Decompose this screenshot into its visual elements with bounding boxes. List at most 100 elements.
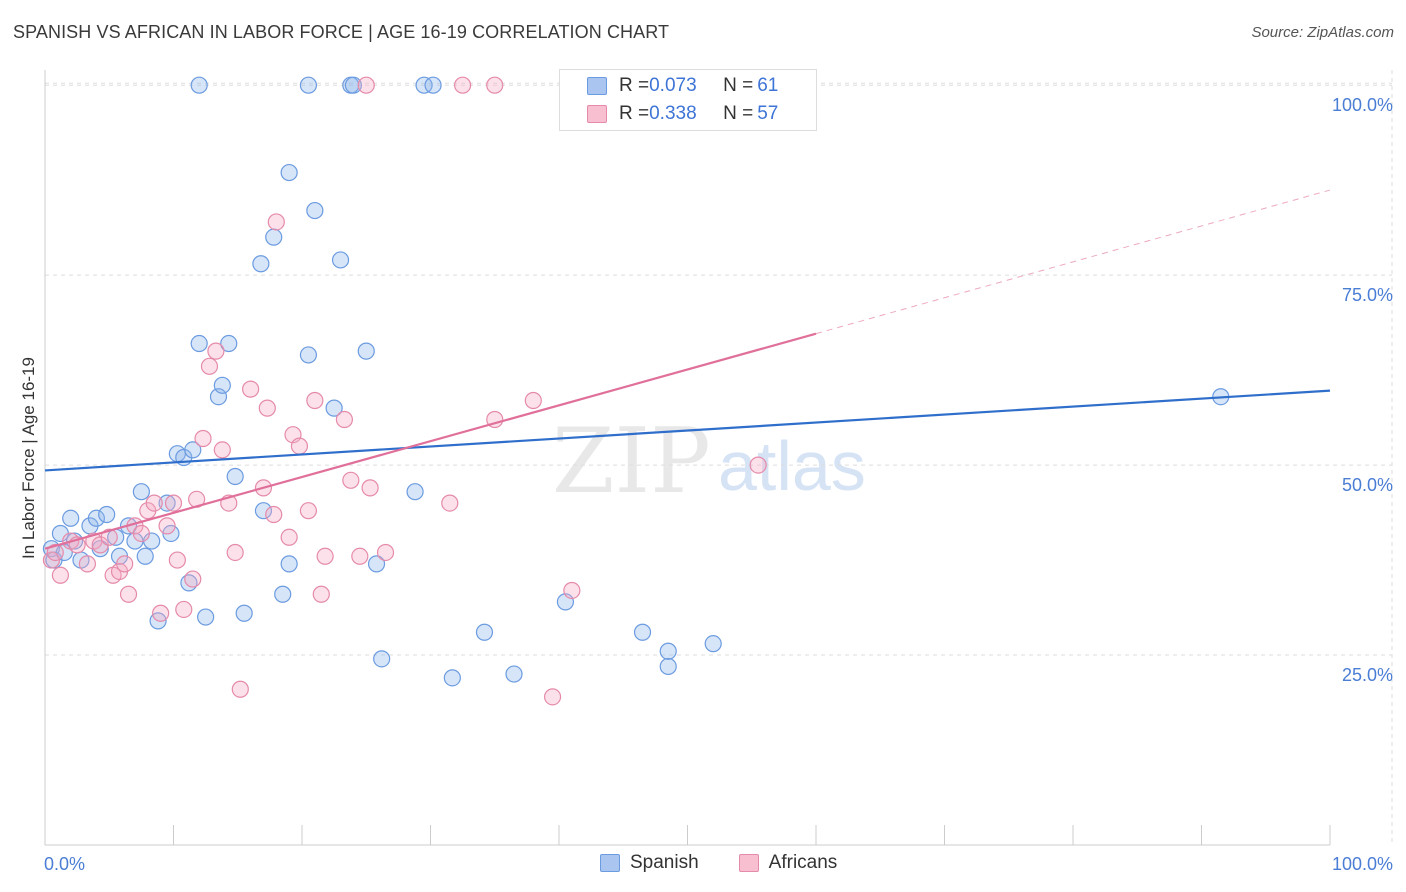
- watermark-atlas: atlas: [718, 427, 866, 505]
- spanish-point: [505, 665, 523, 683]
- africans-point: [158, 517, 176, 535]
- spanish-point: [265, 228, 283, 246]
- africans-point: [265, 505, 283, 524]
- axes: [44, 70, 1331, 846]
- africans-point: [486, 76, 504, 94]
- trend-lines: [44, 189, 1331, 550]
- legend-swatch-spanish: [600, 854, 620, 872]
- legend-n-value: 61: [757, 75, 779, 96]
- spanish-point: [331, 251, 350, 269]
- spanish-point: [197, 608, 215, 626]
- africans-point: [168, 551, 186, 569]
- legend-n-value: 57: [757, 103, 779, 124]
- legend-swatch-spanish: [587, 77, 607, 95]
- africans-point: [78, 555, 97, 573]
- africans-point: [207, 342, 225, 360]
- africans-point: [145, 494, 163, 512]
- africans-point: [441, 494, 459, 512]
- africans-point: [116, 555, 134, 573]
- spanish-point: [87, 509, 106, 527]
- africans-point: [175, 600, 193, 619]
- africans-point: [361, 479, 379, 497]
- y-tick-label: 50.0%: [1342, 475, 1393, 495]
- spanish-point: [299, 76, 318, 94]
- africans-point: [242, 380, 260, 398]
- source-label: Source: ZipAtlas.com: [1251, 24, 1394, 41]
- legend-swatch-africans: [587, 105, 607, 123]
- africans-point: [200, 357, 219, 375]
- africans-point: [543, 688, 562, 706]
- africans-point: [312, 585, 330, 603]
- spanish-point: [299, 346, 318, 364]
- legend-r-label: R =: [619, 75, 650, 96]
- spanish-point: [190, 76, 208, 94]
- spanish-point: [280, 555, 298, 573]
- y-tick-label: 25.0%: [1342, 665, 1393, 685]
- spanish-point: [158, 494, 176, 512]
- data-points: [42, 76, 1230, 706]
- africans-point: [342, 471, 360, 489]
- spanish-trendline: [44, 389, 1331, 472]
- watermark-zip: ZIP: [552, 409, 711, 514]
- spanish-point: [306, 201, 324, 220]
- africans-point: [351, 547, 369, 565]
- spanish-point: [184, 441, 202, 459]
- africans-point: [132, 524, 150, 543]
- spanish-point: [132, 483, 150, 501]
- africans-point: [376, 543, 395, 562]
- spanish-point: [136, 547, 154, 565]
- spanish-point: [367, 555, 386, 573]
- africans-point: [164, 494, 183, 512]
- spanish-point: [659, 642, 677, 660]
- spanish-point: [659, 657, 677, 676]
- legend-row-spanish: R = 0.073 N = 61: [587, 74, 778, 98]
- spanish-point: [274, 585, 292, 603]
- spanish-point: [190, 334, 208, 353]
- africans-point: [335, 410, 354, 429]
- spanish-point: [252, 255, 270, 273]
- africans-point: [194, 429, 212, 448]
- series-legend: Spanish Africans: [600, 852, 877, 874]
- spanish-point: [406, 483, 424, 501]
- spanish-point: [235, 604, 253, 622]
- spanish-point: [415, 76, 433, 94]
- spanish-point: [209, 388, 228, 406]
- spanish-point: [254, 502, 273, 520]
- axis-labels: 25.0% 50.0% 75.0% 100.0% 0.0% 100.0% In Labor …: [19, 95, 1393, 874]
- spanish-point: [357, 342, 375, 360]
- africans-point: [267, 213, 285, 231]
- africans-trendline: [44, 332, 817, 550]
- legend-item-africans[interactable]: Africans: [738, 852, 837, 874]
- spanish-point: [443, 669, 461, 687]
- africans-point: [563, 581, 581, 600]
- x-tick-label: 100.0%: [1332, 854, 1393, 874]
- africans-point: [184, 570, 202, 588]
- spanish-point: [373, 650, 391, 668]
- spanish-point: [98, 505, 116, 524]
- spanish-point: [633, 623, 652, 641]
- africans-point: [226, 543, 244, 562]
- africans-point: [100, 528, 118, 546]
- africans-point: [46, 543, 64, 562]
- africans-point: [231, 680, 249, 698]
- spanish-point: [704, 635, 722, 653]
- africans-point: [152, 604, 170, 622]
- spanish-point: [280, 163, 298, 182]
- legend-item-spanish[interactable]: Spanish: [600, 852, 699, 874]
- legend-r-value: 0.338: [649, 103, 697, 124]
- spanish-point: [62, 509, 80, 527]
- africans-point: [316, 547, 334, 565]
- africans-point: [290, 437, 309, 455]
- gridlines: [45, 70, 1393, 845]
- africans-point: [749, 456, 767, 474]
- spanish-point: [424, 76, 442, 94]
- x-tick-label: 0.0%: [44, 854, 85, 874]
- spanish-point: [344, 76, 362, 94]
- legend-n-label: N =: [723, 103, 754, 124]
- stats-legend: R = 0.073 N = 61 R = 0.338 N = 57: [559, 69, 817, 131]
- legend-label-spanish: Spanish: [630, 852, 699, 873]
- legend-swatch-africans: [738, 854, 759, 872]
- y-axis-title: In Labor Force | Age 16-19: [19, 357, 38, 559]
- spanish-point: [213, 376, 231, 394]
